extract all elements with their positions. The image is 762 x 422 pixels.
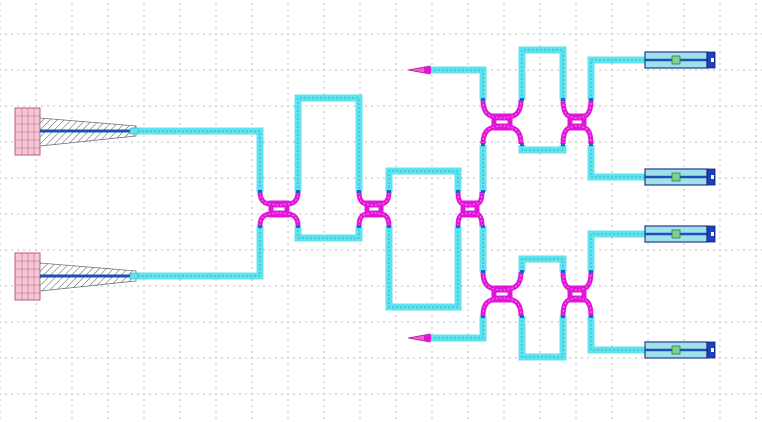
mmi-splitter-5[interactable] [480,271,524,317]
terminator-top[interactable] [407,65,431,75]
terminator-bottom[interactable] [407,333,431,343]
grating-coupler-bottom[interactable] [14,252,139,301]
mmi-splitter-4[interactable] [480,99,524,145]
grating-coupler-top[interactable] [14,107,139,156]
detector-1[interactable] [644,51,716,69]
mmi-splitter-6[interactable] [560,99,594,145]
detector-4[interactable] [644,341,716,359]
waveguide-network [138,46,645,361]
mmi-splitter-7[interactable] [560,271,594,317]
detector-3[interactable] [644,225,716,243]
mmi-splitter-3[interactable] [455,191,485,227]
splitters [257,99,594,317]
mmi-splitter-2[interactable] [356,191,392,227]
port-markers [258,98,593,318]
detector-2[interactable] [644,168,716,186]
mmi-splitter-1[interactable] [257,191,301,227]
